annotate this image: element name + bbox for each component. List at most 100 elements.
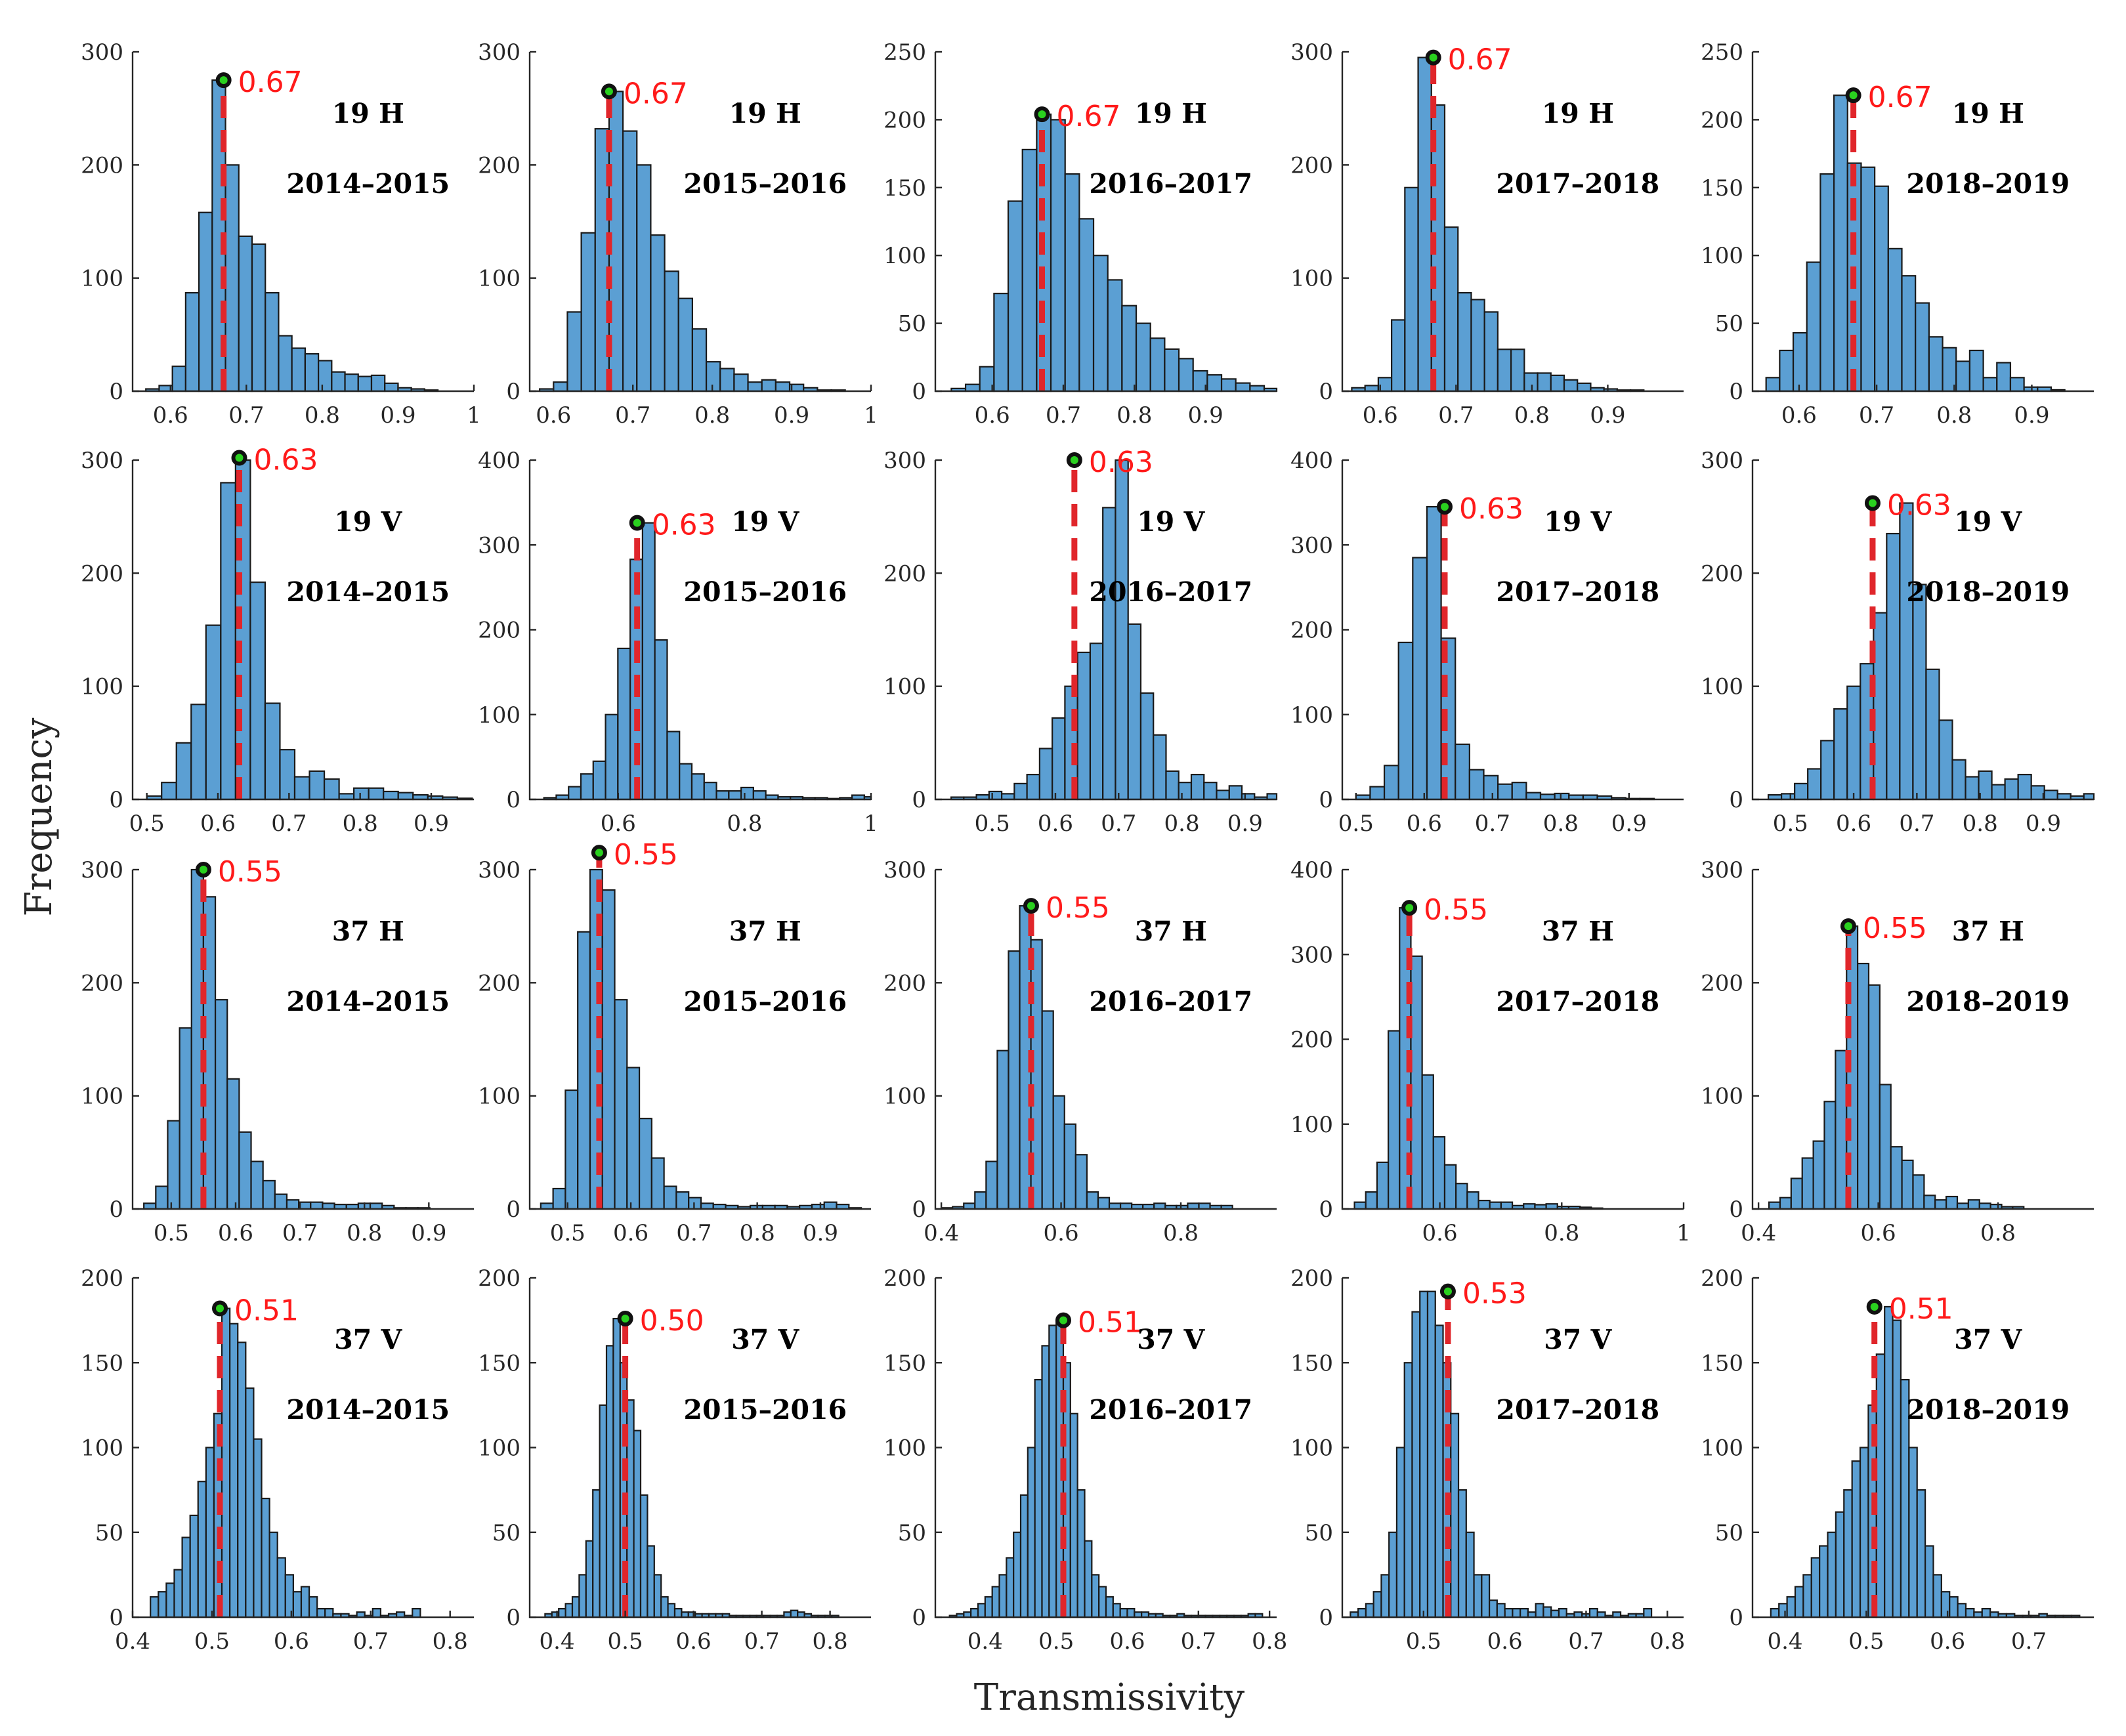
histogram-bar: [1249, 385, 1265, 392]
x-tick-label: 0.5: [1406, 1628, 1441, 1655]
histogram-bar: [1190, 773, 1205, 801]
histogram-bar: [1833, 95, 1848, 392]
histogram-bar: [1410, 955, 1423, 1210]
histogram-bar: [1353, 1201, 1367, 1210]
histogram-bar: [1991, 784, 2006, 801]
histogram-bar: [592, 1489, 601, 1619]
histogram-bar: [357, 375, 373, 392]
x-tick-label: 0.6: [1044, 1220, 1079, 1246]
histogram-bar: [578, 1574, 587, 1619]
panel-3-4: 0.55 37 H 2017–2018 0 100 200 300 400 0.6 0.8 1: [1290, 857, 1691, 1246]
y-tick-label: 300: [478, 857, 521, 883]
histogram-bar: [167, 1120, 181, 1210]
peak-value-label: 0.63: [1459, 492, 1523, 526]
histogram-bar: [353, 787, 370, 801]
y-tick-label: 400: [1290, 857, 1333, 883]
period-label: 2015–2016: [683, 1394, 847, 1426]
peak-value-label: 0.67: [238, 66, 303, 99]
x-tick-label: 0.7: [615, 402, 650, 429]
panel-1-2: 0.67 19 H 2015–2016 0 100 200 300 0.6 0.7 0.8 0.9 1: [478, 39, 878, 429]
histogram-bar: [1443, 1164, 1457, 1210]
histogram-bar: [1457, 1489, 1467, 1619]
histogram-bar: [238, 1131, 252, 1210]
histogram-bar: [150, 1596, 159, 1619]
histogram-bar: [1365, 1603, 1374, 1619]
x-tick-label: 0.8: [343, 811, 378, 837]
histogram-bar: [580, 773, 594, 801]
histogram-bar: [1802, 1574, 1812, 1619]
y-tick-label: 300: [81, 857, 123, 883]
y-tick-label: 50: [492, 1520, 521, 1546]
histogram-bar: [205, 624, 222, 801]
panel-1-5: 0.67 19 H 2018–2019 0 50 100 150 200 250 0.6 0.7 0.…: [1701, 39, 2094, 429]
histogram-bar: [988, 790, 1003, 801]
histogram-bar: [1489, 1201, 1502, 1210]
y-tick-label: 300: [1290, 532, 1333, 559]
histogram-bar: [612, 1317, 621, 1619]
histogram-bar: [253, 1438, 263, 1619]
histogram-bar: [1874, 185, 1889, 392]
y-tick-label: 0: [109, 1605, 123, 1631]
histogram-bar: [1982, 377, 1998, 392]
panel-2-5: 0.63 19 V 2018–2019 0 100 200 300 0.5 0.6 0.7 0.8 0…: [1701, 448, 2095, 837]
histogram-bar: [679, 763, 693, 801]
histogram-bar: [1981, 1607, 1991, 1619]
x-tick-label: 0.8: [1936, 402, 1972, 429]
histogram-bar: [1119, 1607, 1128, 1619]
x-tick-label: 0.7: [1046, 402, 1081, 429]
peak-marker: [215, 72, 232, 89]
histogram-bar: [1041, 1010, 1054, 1210]
period-label: 2014–2015: [286, 1394, 450, 1426]
x-tick-label: 0.8: [1116, 402, 1152, 429]
histogram-bar: [660, 1596, 669, 1619]
histogram-bar: [1421, 1074, 1434, 1210]
histogram-bar: [1108, 1202, 1122, 1210]
histogram-bar: [1915, 302, 1930, 392]
histogram-bar: [1395, 1447, 1405, 1619]
y-tick-label: 100: [81, 1435, 123, 1462]
histogram-bar: [1153, 1202, 1166, 1210]
x-tick-label: 0.6: [1422, 1220, 1458, 1246]
peak-marker: [601, 83, 617, 100]
histogram-bar: [639, 1494, 648, 1619]
x-tick-label: 0.6: [1038, 811, 1073, 837]
y-tick-label: 0: [1729, 1605, 1743, 1631]
peak-marker: [1866, 1298, 1882, 1315]
y-tick-label: 200: [883, 1265, 926, 1292]
histogram-bar: [654, 639, 668, 801]
histogram-bar: [1955, 360, 1971, 392]
histogram-bar: [691, 773, 705, 801]
histogram-bar: [1216, 790, 1230, 801]
histogram-bar: [1779, 349, 1795, 392]
histogram-bar: [1812, 1140, 1825, 1210]
x-tick-label: 0.6: [200, 811, 236, 837]
y-tick-label: 400: [1290, 448, 1333, 474]
y-tick-label: 300: [883, 857, 926, 883]
histogram-bar: [715, 790, 730, 801]
period-label: 2015–2016: [683, 986, 847, 1017]
histogram-bar: [1426, 1290, 1436, 1619]
histogram-bar: [1996, 362, 2012, 392]
x-tick-label: 0.8: [727, 811, 762, 837]
histogram-bar: [1115, 459, 1129, 801]
histogram-bar: [747, 381, 763, 392]
y-tick-label: 300: [1290, 39, 1333, 66]
histogram-bar: [370, 374, 386, 392]
histogram-bar: [666, 730, 681, 801]
histogram-bar: [719, 368, 735, 392]
period-label: 2016–2017: [1089, 168, 1252, 200]
x-tick-label: 0.8: [1963, 811, 1998, 837]
band-label: 19 V: [731, 506, 799, 538]
x-tick-label: 0.6: [1781, 402, 1817, 429]
y-tick-label: 250: [1701, 39, 1743, 66]
histogram-bar: [1790, 1177, 1803, 1210]
histogram-bar: [1105, 1596, 1114, 1619]
histogram-bar: [1450, 1412, 1460, 1619]
histogram-bar: [179, 1027, 192, 1210]
histogram-bar: [1417, 56, 1432, 392]
histogram-bar: [700, 1202, 714, 1210]
histogram-bar: [165, 1582, 175, 1619]
band-label: 37 H: [332, 916, 404, 947]
histogram-bar: [1512, 1607, 1521, 1619]
